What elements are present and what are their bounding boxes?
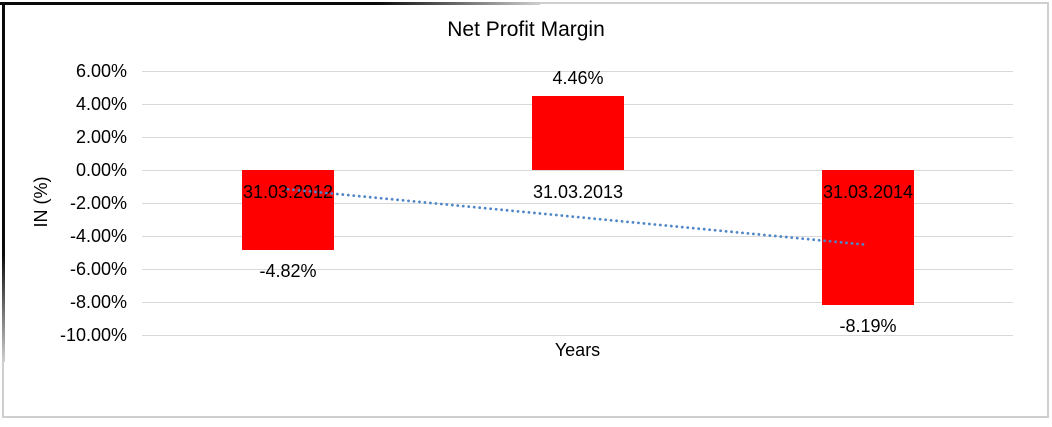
y-axis-tick-label: -2.00% bbox=[69, 193, 127, 213]
frame-top-dark-edge bbox=[0, 2, 540, 5]
y-axis-tick-label: 4.00% bbox=[75, 94, 127, 114]
y-axis-title: IN (%) bbox=[31, 176, 51, 228]
chart-title: Net Profit Margin bbox=[447, 18, 605, 41]
gridline bbox=[142, 269, 1013, 270]
gridline bbox=[142, 302, 1013, 303]
x-axis-title: Years bbox=[554, 340, 601, 360]
data-label: -8.19% bbox=[839, 316, 897, 337]
category-label: 31.03.2013 bbox=[532, 182, 624, 202]
frame-left-dark-edge bbox=[2, 2, 5, 362]
y-axis-tick-label: 2.00% bbox=[75, 127, 127, 147]
y-axis-tick-label: 0.00% bbox=[75, 160, 127, 180]
gridline bbox=[142, 170, 1013, 171]
data-label: -4.82% bbox=[259, 260, 317, 281]
gridline bbox=[142, 71, 1013, 72]
category-label: 31.03.2012 bbox=[242, 182, 334, 202]
bar-31.03.2013 bbox=[532, 96, 624, 170]
y-axis-tick-label: -10.00% bbox=[59, 325, 127, 345]
data-label: 4.46% bbox=[552, 68, 604, 89]
y-axis-tick-label: -8.00% bbox=[69, 292, 127, 312]
y-axis-tick-label: -6.00% bbox=[69, 259, 127, 279]
category-label: 31.03.2014 bbox=[822, 182, 914, 202]
gridline bbox=[142, 335, 1013, 336]
y-axis-tick-label: -4.00% bbox=[69, 226, 127, 246]
y-axis-tick-label: 6.00% bbox=[75, 61, 127, 81]
